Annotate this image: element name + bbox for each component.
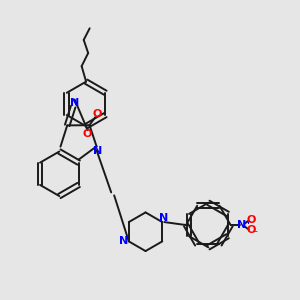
Text: N: N <box>93 146 103 156</box>
Text: N: N <box>159 213 168 223</box>
Text: O: O <box>247 225 256 236</box>
Text: +: + <box>244 217 251 226</box>
Text: N: N <box>70 98 79 108</box>
Text: O: O <box>247 215 256 225</box>
Text: N: N <box>237 220 247 230</box>
Text: O: O <box>93 109 102 119</box>
Text: O: O <box>83 129 92 139</box>
Text: -: - <box>254 226 258 237</box>
Text: N: N <box>119 236 128 246</box>
